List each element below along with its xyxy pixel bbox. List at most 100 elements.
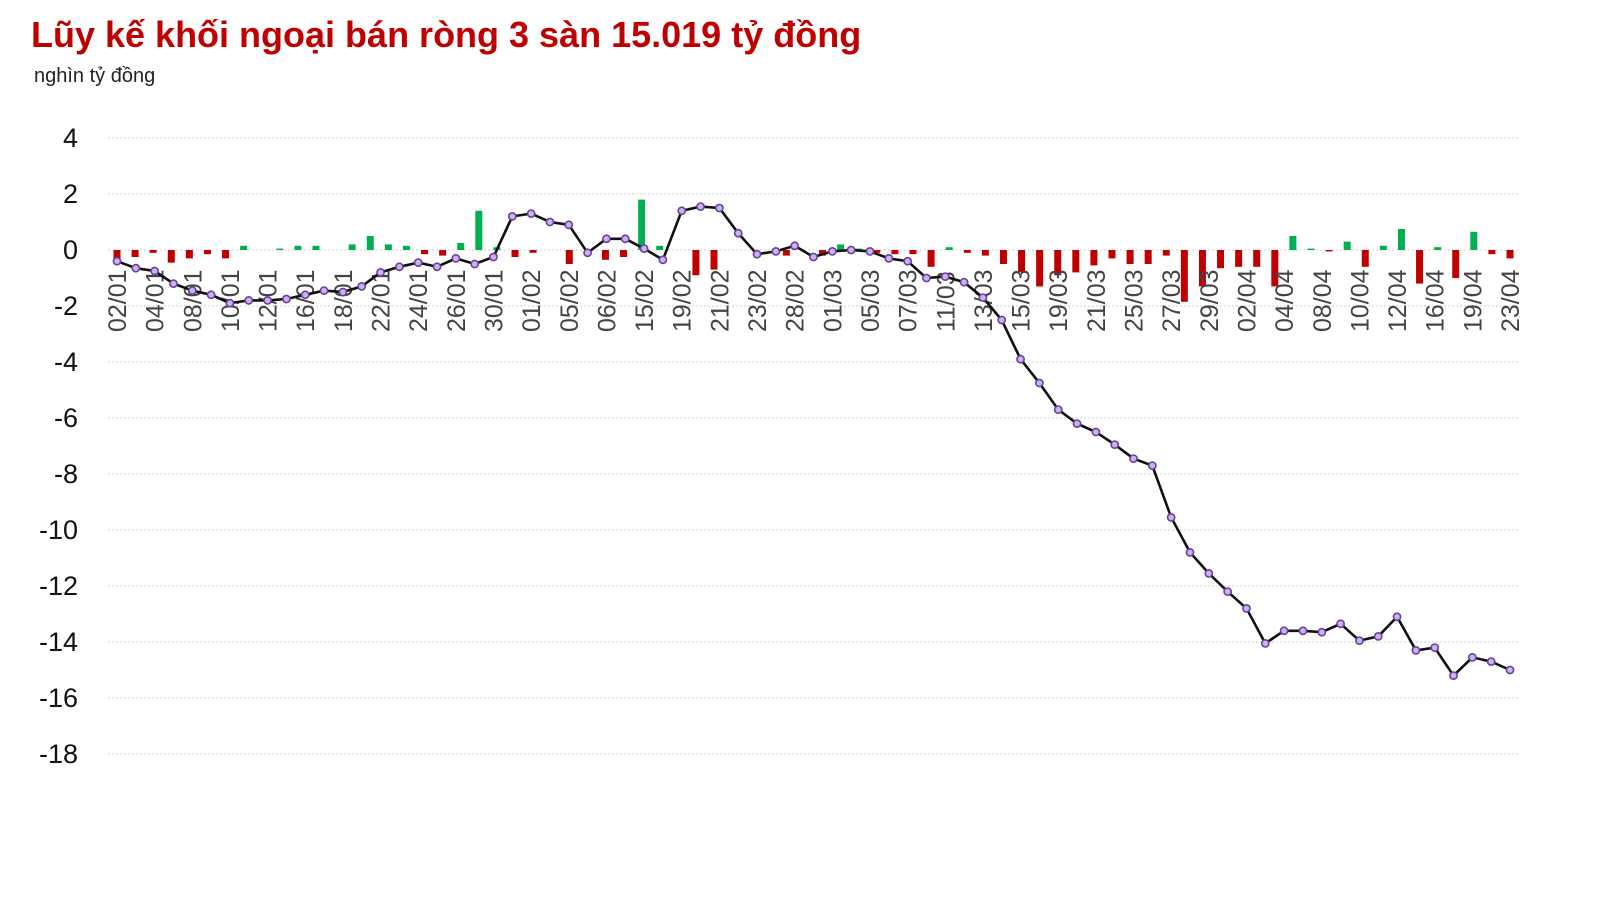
line-point: [1053, 405, 1063, 414]
bar: [276, 248, 284, 250]
bar: [1108, 250, 1116, 259]
y-tick-label: -18: [39, 739, 78, 769]
bar: [1162, 250, 1170, 256]
line-point: [733, 228, 743, 238]
bar: [475, 210, 483, 250]
bar: [203, 250, 211, 255]
line-point: [1373, 632, 1383, 641]
line-point: [602, 234, 611, 244]
bar: [873, 250, 881, 253]
bar: [402, 245, 410, 250]
line-point: [677, 206, 687, 216]
x-tick-label: 01/03: [819, 269, 847, 332]
x-tick-label: 25/03: [1121, 269, 1149, 332]
x-tick-label: 21/03: [1083, 269, 1111, 332]
line-point: [1411, 646, 1421, 655]
line-point: [187, 286, 197, 295]
x-tick-label: 24/01: [405, 269, 433, 332]
x-tick-label: 02/04: [1233, 269, 1261, 332]
x-tick-label: 19/03: [1045, 269, 1073, 332]
bar: [1271, 250, 1279, 287]
line-point: [978, 293, 988, 302]
line-point: [790, 241, 800, 251]
line-point: [620, 234, 630, 244]
line-point: [206, 290, 216, 300]
bar: [222, 250, 230, 259]
x-tick-label: 19/04: [1459, 269, 1487, 332]
x-tick-label: 23/04: [1497, 269, 1525, 332]
y-tick-label: -8: [54, 459, 78, 489]
bar: [1488, 250, 1496, 255]
bar: [384, 244, 392, 250]
daily-net-bars: [113, 199, 1514, 302]
bar: [981, 250, 989, 256]
line-point: [1110, 440, 1120, 449]
bar: [1198, 250, 1206, 287]
line-point: [940, 272, 950, 281]
x-tick-label: 30/01: [480, 269, 508, 332]
gridlines: [108, 137, 1520, 755]
line-point: [1091, 427, 1101, 437]
bar: [656, 245, 664, 250]
bar: [1289, 236, 1297, 250]
bar: [710, 250, 718, 270]
line-point: [997, 315, 1007, 325]
bar: [909, 250, 917, 255]
x-tick-label: 10/04: [1346, 269, 1374, 332]
bar: [620, 250, 628, 257]
line-point: [470, 259, 480, 269]
x-tick-label: 29/03: [1196, 269, 1224, 332]
chart-title: Lũy kế khối ngoại bán ròng 3 sàn 15.019 …: [31, 14, 862, 55]
x-tick-label: 05/02: [556, 269, 584, 332]
y-tick-label: -10: [39, 515, 78, 545]
line-point: [413, 258, 423, 267]
y-tick-label: 2: [63, 179, 78, 209]
bar: [565, 250, 573, 264]
x-tick-label: 19/02: [669, 269, 697, 332]
line-point: [1242, 604, 1251, 613]
line-point: [489, 252, 498, 262]
bar: [963, 250, 971, 253]
line-point: [526, 209, 536, 218]
line-point: [319, 286, 329, 295]
bar: [1235, 250, 1243, 267]
y-axis-labels: 4 2 0 -2 -4 -6 -8 -10 -12 -14 -16 -18: [39, 123, 78, 769]
x-tick-label: 12/04: [1384, 269, 1412, 332]
y-tick-label: 0: [63, 235, 78, 265]
line-point: [1204, 569, 1214, 578]
bar: [1054, 250, 1062, 276]
line-point: [1449, 671, 1458, 680]
line-point: [1147, 461, 1157, 470]
x-tick-label: 26/01: [443, 269, 471, 332]
line-point: [244, 295, 254, 305]
bar: [131, 250, 139, 257]
line-point: [959, 277, 969, 287]
line-point: [1185, 548, 1195, 557]
y-tick-label: -12: [39, 571, 78, 601]
line-point: [771, 246, 781, 256]
bar: [999, 250, 1007, 264]
x-tick-label: 04/01: [142, 269, 170, 332]
y-tick-label: 4: [63, 123, 78, 153]
line-point: [357, 281, 367, 291]
line-point: [300, 290, 310, 300]
bar: [366, 236, 374, 250]
x-tick-label: 28/02: [782, 269, 810, 332]
bar: [185, 250, 193, 259]
bar: [927, 250, 935, 267]
y-tick-label: -6: [54, 403, 78, 433]
bar: [294, 245, 302, 250]
line-point: [376, 267, 385, 277]
cumulative-points: [112, 202, 1515, 680]
x-tick-label: 27/03: [1158, 269, 1186, 332]
x-tick-label: 21/02: [706, 269, 734, 332]
bar: [439, 250, 447, 256]
y-tick-label: -16: [39, 683, 78, 713]
bar: [1036, 250, 1044, 287]
bar: [819, 250, 827, 256]
line-point: [752, 249, 762, 259]
x-tick-label: 15/02: [631, 269, 659, 332]
bar: [1144, 250, 1152, 264]
bar: [457, 243, 465, 250]
line-point: [1467, 653, 1477, 662]
